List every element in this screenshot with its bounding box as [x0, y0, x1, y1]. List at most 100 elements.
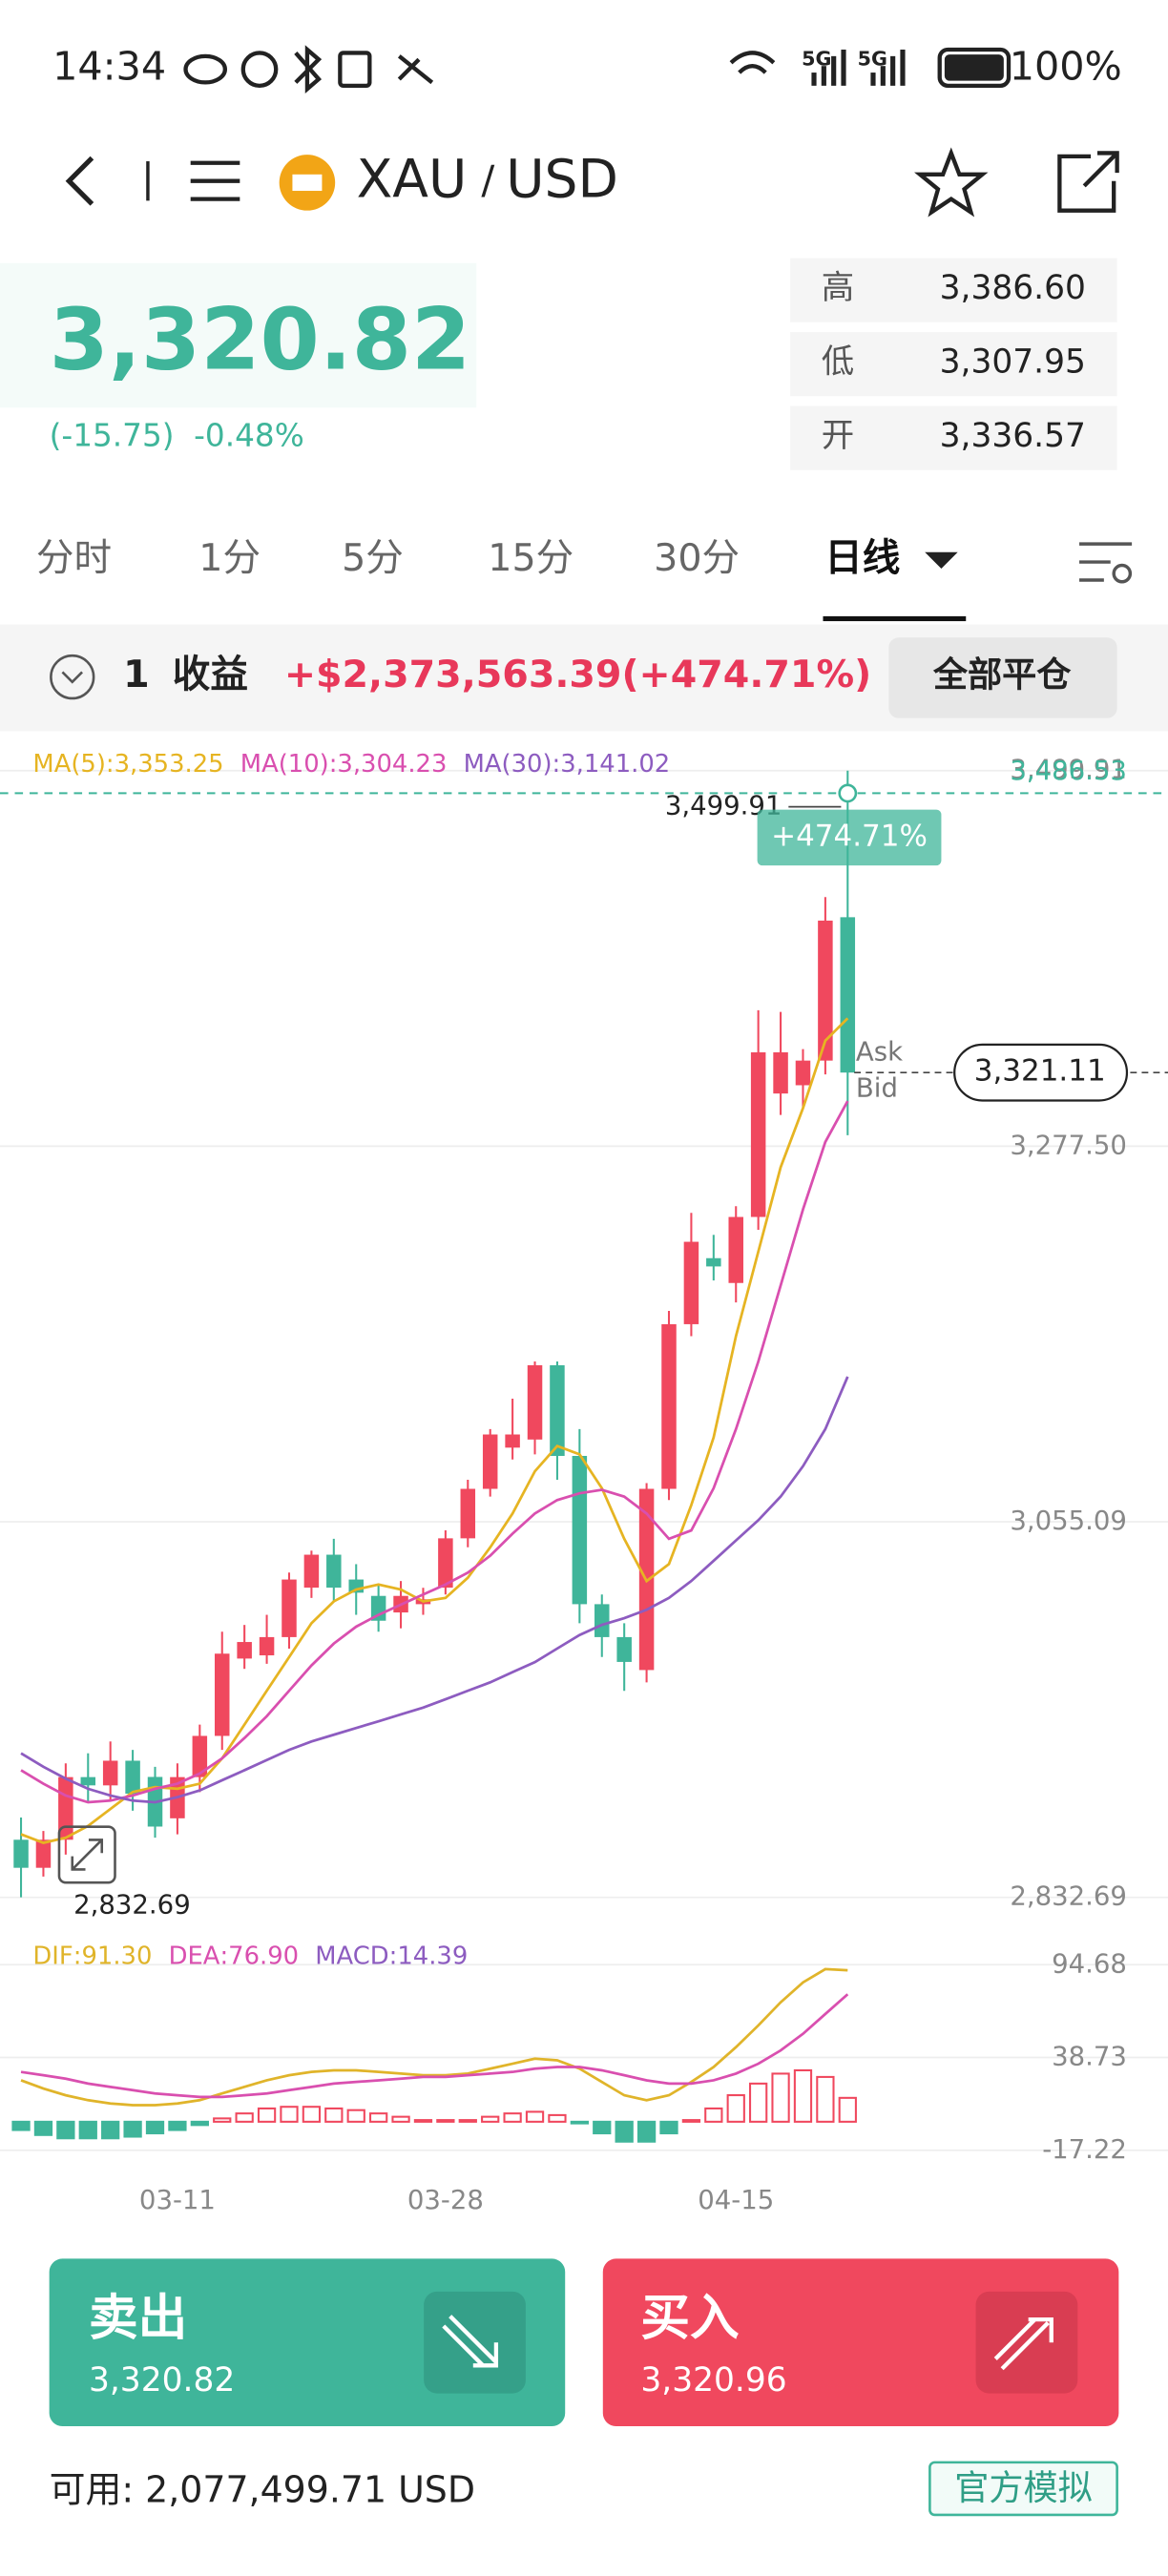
candle-body: [795, 1060, 811, 1086]
timeframe-tab[interactable]: 日线: [824, 536, 900, 580]
macd-bar: [346, 2109, 365, 2123]
low-marker-label: 2,832.69: [73, 1889, 191, 1920]
legend-value: 76.90: [228, 1942, 299, 1970]
macd-bar: [368, 2112, 388, 2123]
share-button[interactable]: [1057, 151, 1119, 213]
timeframe-tab[interactable]: 1分: [198, 536, 261, 580]
stat-row: [790, 332, 1117, 397]
buy-price: 3,320.96: [640, 2361, 786, 2399]
favorite-button[interactable]: [914, 147, 989, 218]
macd-bar: [749, 2082, 768, 2123]
macd-bar: [458, 2119, 477, 2123]
stat-label: 低: [822, 343, 854, 381]
pnl-value: +$2,373,563.39(+474.71%): [284, 653, 871, 696]
indicator-line: [20, 1993, 849, 2099]
macd-bar: [11, 2120, 31, 2131]
candle-body: [728, 1216, 743, 1283]
legend-name: MA(10): [240, 749, 329, 778]
stat-value: 3,386.60: [940, 269, 1086, 307]
candle-body: [683, 1241, 699, 1324]
position-price: 3,486.53: [1010, 756, 1127, 786]
candle-body: [550, 1364, 565, 1456]
macd-bar: [123, 2120, 142, 2138]
candle-body: [572, 1455, 588, 1605]
macd-bar: [78, 2120, 97, 2140]
macd-bar: [548, 2113, 567, 2123]
macd-bar: [816, 2075, 835, 2123]
stat-row: [790, 405, 1117, 470]
candle-body: [303, 1554, 320, 1589]
macd-bar: [615, 2120, 634, 2143]
candle-body: [482, 1434, 498, 1489]
indicator-line: [20, 1967, 848, 2107]
macd-bar: [503, 2112, 522, 2123]
macd-bar: [481, 2115, 500, 2123]
dropdown-caret[interactable]: [925, 551, 958, 569]
current-price: 3,320.82: [50, 290, 471, 389]
stat-label: 高: [822, 269, 854, 307]
legend-name: MA(30): [464, 749, 553, 778]
legend-name: MACD: [315, 1942, 388, 1970]
timeframe-tab[interactable]: 30分: [654, 536, 740, 580]
timeframe-tab[interactable]: 分时: [36, 536, 112, 580]
candle-body: [192, 1735, 208, 1777]
y-tick-label: -17.22: [1042, 2134, 1127, 2165]
legend-separator: :: [389, 1942, 398, 1970]
candle-body: [80, 1776, 96, 1786]
macd-bar: [436, 2119, 455, 2123]
close-all-button[interactable]: [888, 637, 1117, 718]
expand-chevron: [61, 671, 83, 684]
macd-bar: [570, 2120, 589, 2125]
legend-value: 3,353.25: [115, 749, 224, 778]
y-tick-label: 3,055.09: [1010, 1506, 1127, 1536]
last-price-bubble: [953, 1043, 1129, 1102]
timeframe-tab[interactable]: 15分: [488, 536, 574, 580]
mode-badge: [928, 2461, 1118, 2517]
macd-bar: [793, 2068, 813, 2123]
macd-bar: [726, 2094, 745, 2123]
active-tab-underline: [823, 615, 967, 622]
network-label: 5G: [802, 47, 831, 70]
candle-body: [282, 1579, 297, 1637]
battery-level: 100%: [1010, 44, 1122, 90]
macd-bar: [190, 2120, 209, 2127]
macd-bar: [33, 2120, 53, 2136]
zoom-icon[interactable]: [57, 1825, 116, 1884]
pnl-badge-label: +474.71%: [771, 819, 928, 853]
legend-name: DEA: [169, 1942, 220, 1970]
sell-label: 卖出: [89, 2290, 187, 2347]
macd-bar: [525, 2110, 545, 2123]
candle-body: [460, 1488, 476, 1539]
candle-body: [616, 1636, 632, 1662]
y-tick-label: 3,277.50: [1010, 1130, 1127, 1160]
x-tick-label: 03-28: [407, 2185, 484, 2215]
sell-icon: [442, 2315, 499, 2368]
candle-body: [35, 1839, 52, 1868]
legend-value: 3,304.23: [337, 749, 447, 778]
status-time: 14:34: [52, 44, 166, 90]
candle-body: [773, 1051, 788, 1094]
status-icons: [183, 45, 1012, 93]
chart-settings[interactable]: [1079, 542, 1133, 584]
macd-bar: [636, 2120, 657, 2143]
close-all-label: 全部平仓: [932, 654, 1072, 696]
position-count: 1: [123, 653, 150, 696]
expand-button[interactable]: [50, 654, 95, 700]
symbol-base: XAU: [357, 149, 468, 210]
legend-value: 3,141.02: [560, 749, 670, 778]
candle-body: [13, 1839, 29, 1868]
back-button[interactable]: [65, 156, 94, 206]
last-price-label: 3,321.11: [974, 1054, 1106, 1089]
candle-body: [438, 1538, 453, 1589]
legend-separator: :: [329, 749, 338, 778]
macd-bar: [659, 2120, 678, 2135]
candle-body: [237, 1642, 252, 1659]
timeframe-tab[interactable]: 5分: [342, 536, 404, 580]
stats-box: 高 3,386.60 低 3,307.95 开 3,336.57: [790, 258, 1117, 470]
gold-icon-bar: [292, 174, 323, 192]
ask-label: Ask: [856, 1037, 903, 1068]
macd-bar: [213, 2117, 232, 2123]
menu-button[interactable]: [190, 160, 240, 201]
